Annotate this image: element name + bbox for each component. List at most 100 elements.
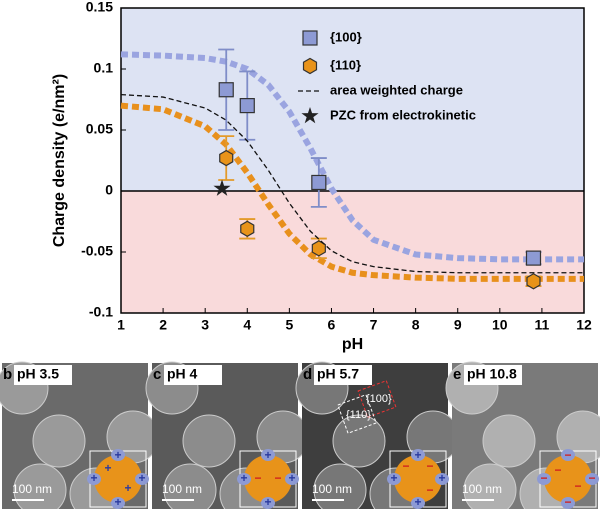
particle [463,463,517,514]
y-tick-label: 0.15 [86,0,113,15]
plot-frame [120,7,585,314]
inset-facet [585,473,599,485]
area-weighted-line [120,93,584,274]
scale-label: 100 nm [312,482,352,496]
x-tick-label: 5 [285,317,293,333]
x-tick-label: 11 [535,317,550,333]
hexagon-marker [240,220,255,238]
hexagon-marker [302,57,318,75]
inset-sign: − [564,448,571,462]
inset-sign: + [264,448,271,462]
x-tick-label: 10 [492,317,508,333]
inset-facet [111,497,125,509]
inset-sign: + [114,495,121,509]
legend-label: PZC from electrokinetic [330,107,476,122]
square-marker [302,30,318,46]
particle [332,414,386,468]
inset-sign: − [426,459,433,473]
inset-sign: + [124,481,131,495]
scale-label: 100 nm [12,482,52,496]
legend-label: {110} [330,57,361,72]
x-tick-label: 12 [576,317,592,333]
x-tick-label: 6 [328,317,336,333]
x-tick-label: 3 [201,317,209,333]
inset-facet [411,449,425,461]
star-marker [213,179,231,196]
inset-particle [544,455,592,503]
square-marker [525,250,542,266]
facet-label: {110} [346,409,371,421]
square-marker [218,82,234,98]
panel-label: pH 10.8 [467,366,517,382]
panel-label: pH 3.5 [17,366,59,382]
x-tick-label: 2 [159,317,167,333]
inset-facet [261,497,275,509]
inset-facet [237,473,251,485]
inset-facet [135,473,149,485]
inset-facet [411,497,425,509]
x-tick-label: 7 [370,317,378,333]
particle [182,414,236,468]
y-tick-label: -0.05 [81,243,113,259]
legend-label: {100} [330,29,362,44]
facet-110 [337,394,377,434]
particle [482,414,536,468]
inset-facet [561,497,575,509]
panel-label-bg [14,365,72,385]
square-marker [311,174,327,191]
y-axis-label: Charge density (e/nm²) [51,74,68,247]
inset-particle [244,455,292,503]
inset-particle [94,455,142,503]
x-tick-label: 8 [412,317,420,333]
inset-sign: + [414,495,421,509]
inset-sign: + [114,448,121,462]
panel-letter: e [453,366,461,383]
inset-facet [87,473,101,485]
x-tick-label: 1 [117,317,125,333]
square-marker [239,97,255,114]
panel-letter: c [153,366,161,383]
positive-band [121,8,584,191]
particle [32,414,86,468]
particle [313,463,367,514]
facet-label: {100} [366,393,392,405]
fit-curve [120,102,584,282]
inset-sign: − [274,471,281,485]
inset-sign: − [402,459,409,473]
inset-facet [435,473,449,485]
inset-sign: − [564,495,571,509]
y-tick-label: 0.1 [94,60,114,76]
scale-label: 100 nm [462,482,502,496]
panel-label: pH 4 [167,366,198,382]
inset-sign: − [554,463,561,477]
inset-sign: + [138,471,145,485]
inset-sign: − [588,471,595,485]
panel-label: pH 5.7 [317,366,359,382]
inset-sign: − [254,471,261,485]
inset-facet [537,473,551,485]
inset-sign: + [240,471,247,485]
x-axis-label: pH [342,336,363,353]
legend-label: area weighted charge [330,82,463,97]
scale-label: 100 nm [162,482,202,496]
inset-facet [111,449,125,461]
inset-facet [285,473,299,485]
inset-particle [394,455,442,503]
inset-facet [387,473,401,485]
inset-sign: + [438,471,445,485]
hexagon-marker [219,149,234,167]
y-tick-label: -0.1 [89,304,113,320]
inset-sign: − [574,479,581,493]
fit-curve [120,51,584,263]
panel-letter: b [3,366,12,383]
inset-sign: + [104,461,111,475]
particle [163,463,217,514]
x-tick-label: 9 [454,317,462,333]
inset-sign: + [264,495,271,509]
inset-sign: + [288,471,295,485]
star-marker [301,107,319,124]
